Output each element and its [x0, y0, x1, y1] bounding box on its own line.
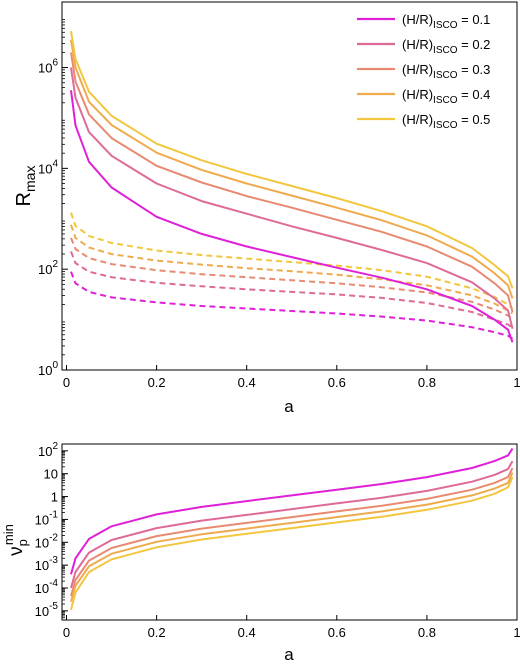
y-tick-label: 10-3	[35, 555, 59, 573]
solid-series-line-4	[70, 39, 514, 299]
x-tick-label: 0.8	[418, 375, 436, 390]
y-tick-label: 10-5	[35, 601, 59, 619]
series-line-1	[70, 448, 514, 575]
x-tick-label: 0	[63, 375, 70, 390]
dashed-series-line-2	[70, 251, 514, 329]
solid-series-line-3	[70, 52, 514, 313]
solid-series-line-5	[70, 31, 514, 289]
y-tick-label: 102	[38, 441, 58, 459]
y-tick-label: 10	[44, 467, 58, 482]
x-tick-label: 0.2	[148, 625, 166, 640]
legend-label: (H/R)ISCO = 0.5	[402, 112, 490, 131]
top-x-ticks: 0 0.2 0.4 0.6 0.8 1	[63, 365, 520, 390]
bottom-y-label-sup: min	[1, 524, 16, 545]
x-tick-label: 1	[513, 375, 520, 390]
x-tick-label: 0.4	[238, 375, 256, 390]
x-tick-label: 0.8	[418, 625, 436, 640]
y-tick-label: 104	[38, 158, 58, 176]
legend-entry-4: (H/R)ISCO = 0.4	[357, 87, 490, 106]
y-tick-label: 10-1	[35, 509, 59, 527]
legend-label: (H/R)ISCO = 0.1	[402, 12, 490, 31]
top-series-group	[70, 31, 514, 343]
x-tick-label: 0.6	[328, 375, 346, 390]
legend-entry-2: (H/R)ISCO = 0.2	[357, 37, 490, 56]
bottom-x-axis-label: a	[284, 645, 294, 664]
series-line-2	[70, 460, 514, 589]
bottom-y-label-sub: p	[15, 539, 30, 546]
x-tick-label: 1	[513, 625, 520, 640]
legend-label: (H/R)ISCO = 0.3	[402, 62, 490, 81]
top-chart: 0 0.2 0.4 0.6 0.8 1 100 102 104 106 a Rmax (H/R)…	[13, 1, 520, 416]
x-tick-label: 0.6	[328, 625, 346, 640]
y-tick-label: 100	[38, 360, 58, 378]
dashed-series-line-3	[70, 237, 514, 320]
top-plot-frame	[61, 1, 518, 371]
legend-entry-3: (H/R)ISCO = 0.3	[357, 62, 490, 81]
bottom-series-group	[70, 448, 514, 610]
bottom-y-label-main: ν	[6, 546, 27, 556]
bottom-plot-frame	[61, 443, 518, 621]
dashed-series-line-4	[70, 224, 514, 315]
solid-series-line-1	[70, 90, 514, 343]
y-tick-label: 106	[38, 58, 58, 76]
x-tick-label: 0.2	[148, 375, 166, 390]
top-y-axis-label: Rmax	[13, 166, 38, 207]
series-line-5	[70, 476, 514, 610]
bottom-chart: 0 0.2 0.4 0.6 0.8 1 10-510-410-310-210-111010…	[1, 441, 520, 664]
y-tick-label: 1	[51, 490, 58, 505]
legend-label: (H/R)ISCO = 0.2	[402, 37, 490, 56]
series-line-4	[70, 472, 514, 602]
y-tick-label: 102	[38, 259, 58, 277]
bottom-x-ticks: 0 0.2 0.4 0.6 0.8 1	[63, 615, 520, 640]
bottom-y-ticks: 10-5 10-4 10-3 10-2 10-1 1 10 102	[35, 441, 68, 621]
series-line-3	[70, 467, 514, 597]
solid-series-line-2	[70, 67, 514, 329]
legend-entry-5: (H/R)ISCO = 0.5	[357, 112, 490, 131]
svg-text:Rmax: Rmax	[13, 166, 38, 207]
x-tick-label: 0.4	[238, 625, 256, 640]
bottom-y-axis-label: νpmin	[1, 524, 30, 556]
y-tick-label: 10-4	[35, 578, 59, 596]
x-tick-label: 0	[63, 625, 70, 640]
legend: (H/R)ISCO = 0.1 (H/R)ISCO = 0.2 (H/R)ISCO …	[357, 12, 490, 131]
y-tick-label: 10-2	[35, 532, 59, 550]
top-x-axis-label: a	[284, 397, 294, 416]
legend-entry-1: (H/R)ISCO = 0.1	[357, 12, 490, 31]
dashed-series-line-1	[70, 271, 514, 340]
svg-text:νpmin: νpmin	[1, 524, 30, 556]
legend-label: (H/R)ISCO = 0.4	[402, 87, 490, 106]
top-y-ticks: 100 102 104 106	[38, 19, 68, 378]
top-y-label-sub: max	[22, 166, 38, 192]
top-y-label-main: R	[13, 192, 35, 206]
